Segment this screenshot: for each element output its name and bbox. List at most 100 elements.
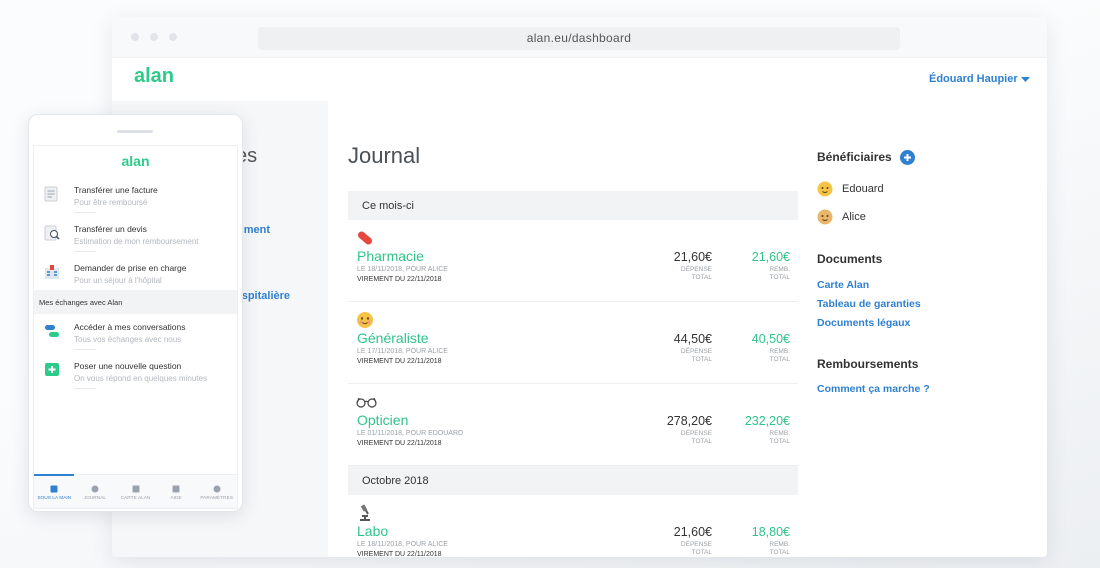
icon-shape: [817, 181, 833, 197]
item-title[interactable]: Transférer une facture: [74, 185, 158, 195]
item-title[interactable]: Demander de prise en charge: [74, 263, 187, 273]
refund-amount: 18,80€: [751, 525, 790, 539]
icon-shape: [360, 504, 368, 512]
item-divider: [74, 349, 96, 350]
refund-sublabel: TOTAL: [769, 549, 790, 556]
icon-shape: [362, 235, 372, 245]
logo[interactable]: alan: [134, 65, 175, 87]
caret: [1021, 77, 1030, 82]
icon-shape: [360, 506, 370, 521]
icon-shape: [817, 209, 833, 225]
entry-row[interactable]: [348, 384, 798, 466]
document-link[interactable]: Documents légaux: [817, 317, 911, 329]
expense-sublabel: TOTAL: [691, 549, 712, 556]
icon-shape: [91, 485, 99, 493]
icon: [44, 186, 58, 202]
aside-heading: Remboursements: [817, 357, 919, 371]
expense-sublabel: TOTAL: [691, 274, 712, 281]
expense-amount: 278,20€: [666, 414, 712, 428]
user-menu[interactable]: Édouard Haupier: [929, 73, 1018, 85]
item-icon: [44, 225, 60, 246]
item-subtitle: Tous vos échanges avec nous: [74, 335, 182, 344]
tab-label[interactable]: AIDE: [170, 496, 182, 501]
icon: [357, 231, 373, 245]
icon-shape: [48, 366, 56, 373]
entry-name: Généraliste: [357, 330, 429, 346]
tab-label[interactable]: PARAMÈTRES: [200, 496, 234, 501]
tab-indicator: [34, 474, 74, 476]
entry-icon: [356, 311, 374, 334]
section-header: [348, 191, 798, 220]
help-link[interactable]: Comment ça marche ?: [817, 383, 930, 395]
refund-label: REMB.: [769, 266, 790, 273]
section-title: Octobre 2018: [362, 475, 429, 487]
tab-icon: [171, 481, 181, 499]
expense-label: DÉPENSE: [680, 541, 712, 548]
item-title[interactable]: Transférer un devis: [74, 224, 147, 234]
expense-amount: 21,60€: [673, 525, 712, 539]
item-title[interactable]: Accéder à mes conversations: [74, 322, 186, 332]
caret-shape: [1021, 77, 1030, 82]
entry-row[interactable]: [348, 302, 798, 384]
item-subtitle: On vous répond en quelques minutes: [74, 374, 207, 383]
refund-sublabel: TOTAL: [769, 356, 790, 363]
phone-screen: [33, 145, 238, 509]
sidebar-link[interactable]: ospitalière: [235, 290, 291, 302]
entry-transfer: VIREMENT DU 22/11/2018: [357, 551, 442, 557]
avatar: [817, 209, 833, 230]
icon: [172, 485, 180, 493]
document-link[interactable]: Tableau de garanties: [817, 298, 921, 310]
icon-shape: [826, 215, 829, 217]
tab-icon: [212, 481, 222, 499]
url-bar[interactable]: alan.eu/dashboard: [258, 27, 900, 50]
refund-label: REMB.: [769, 430, 790, 437]
icon-shape: [822, 191, 828, 193]
group-title: Mes échanges avec Alan: [39, 298, 123, 307]
item-subtitle: Pour être remboursé: [74, 198, 148, 207]
entry-row[interactable]: [348, 220, 798, 302]
icon-shape: [357, 231, 373, 245]
icon: [44, 225, 60, 241]
item-subtitle: Estimation de mon remboursement: [74, 237, 199, 246]
group-header: [34, 290, 237, 314]
tab-label[interactable]: SOUS LA MAIN: [37, 496, 72, 501]
beneficiary-name[interactable]: Alice: [842, 211, 866, 223]
add-beneficiary[interactable]: [900, 150, 915, 165]
icon-shape: [357, 312, 373, 328]
browser-window: alan.eu/dashboard alan Édouard Haupier e…: [112, 17, 1047, 557]
expense-sublabel: TOTAL: [691, 356, 712, 363]
icon-shape: [358, 231, 368, 241]
icon: [213, 485, 221, 493]
document-link[interactable]: Carte Alan: [817, 279, 870, 291]
icon-shape: [172, 485, 180, 493]
refund-amount: 40,50€: [751, 332, 790, 346]
entry-name: Opticien: [357, 412, 409, 428]
icon: [356, 397, 377, 408]
icon: [50, 485, 58, 493]
item-icon: [44, 264, 60, 285]
sidebar-link[interactable]: ument: [237, 224, 270, 236]
mobile-logo: alan: [121, 153, 150, 169]
item-icon: [44, 362, 60, 383]
refund-sublabel: TOTAL: [769, 438, 790, 445]
item-icon: [44, 186, 58, 207]
icon: [360, 504, 370, 521]
entry-transfer: VIREMENT DU 22/11/2018: [357, 358, 442, 365]
icon-shape: [47, 271, 57, 276]
icon: [91, 485, 99, 493]
beneficiary-name[interactable]: Edouard: [842, 183, 884, 195]
icon: [817, 181, 833, 197]
icon-shape: [50, 265, 54, 270]
icon-shape: [45, 268, 59, 279]
icon-shape: [356, 397, 377, 404]
tab-label[interactable]: JOURNAL: [83, 496, 107, 501]
tab-icon: [131, 481, 141, 499]
item-title[interactable]: Poser une nouvelle question: [74, 361, 182, 371]
tab-label[interactable]: CARTE ALAN: [120, 496, 151, 501]
refund-label: REMB.: [769, 348, 790, 355]
icon: [132, 485, 139, 493]
icon: [817, 209, 833, 225]
icon-shape: [360, 317, 364, 320]
window-dot: [150, 33, 158, 41]
